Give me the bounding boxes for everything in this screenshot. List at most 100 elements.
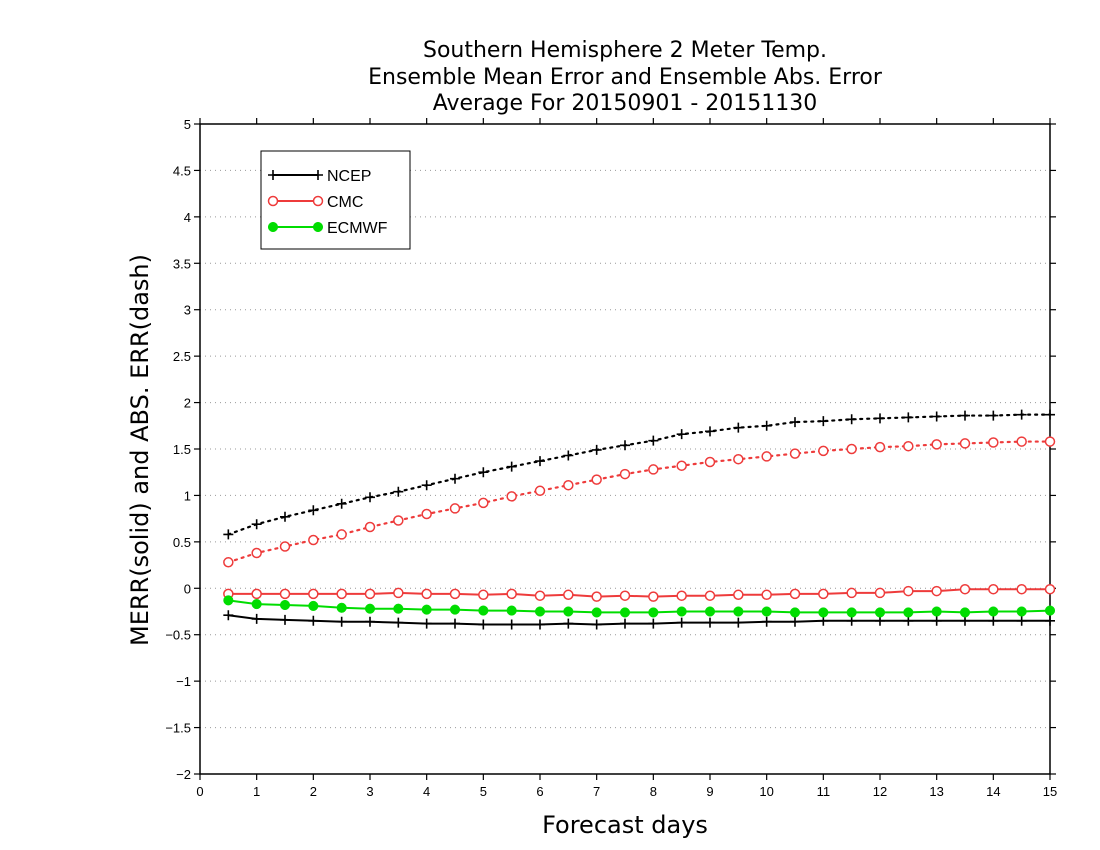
x-tick-label: 0 (196, 784, 203, 799)
cmc-abs-err-point (874, 441, 886, 453)
ecmwf-merr-point (223, 595, 234, 606)
cmc-merr-point (931, 585, 942, 597)
cmc-abs-err-point (449, 503, 461, 514)
y-tick-label: 1.5 (173, 442, 191, 457)
x-axis-label: Forecast days (542, 811, 708, 839)
legend-marker-ncep (313, 170, 323, 180)
ncep-merr-point (251, 613, 262, 624)
y-tick-label: 4 (184, 210, 191, 225)
cmc-abs-err-point (648, 464, 659, 475)
ecmwf-merr-point (506, 605, 517, 616)
cmc-merr-point (733, 589, 744, 601)
cmc-merr-point (563, 589, 574, 601)
ncep-abs-err-point (223, 529, 234, 540)
ncep-merr-point (1045, 615, 1055, 626)
cmc-abs-err-point (506, 491, 517, 502)
ncep-merr-point (931, 615, 942, 626)
cmc-abs-err-point (903, 440, 914, 452)
cmc-merr-point (959, 583, 971, 595)
cmc-abs-err-point (393, 515, 404, 526)
axis-ticks: 54.543.532.521.510.50−0.5−1−1.5−20 1 2 3 4 5 6… (165, 117, 1057, 799)
legend-marker-ncep (268, 170, 278, 180)
ncep-abs-err-point (705, 426, 715, 437)
ecmwf-merr-point (648, 607, 659, 618)
x-tick-label: 15 (1043, 784, 1057, 799)
ncep-merr-point (591, 619, 602, 630)
cmc-merr-point (619, 590, 631, 601)
ecmwf-merr-point (279, 599, 291, 611)
ncep-abs-err-point (620, 440, 630, 451)
ecmwf-merr-point (676, 606, 687, 617)
cmc-merr-point (903, 585, 914, 597)
ncep-merr-point (705, 617, 715, 628)
cmc-abs-err-point (846, 443, 857, 455)
ecmwf-merr-point (789, 607, 801, 618)
cmc-merr-point (279, 588, 291, 600)
ncep-abs-err-point (251, 519, 262, 530)
ncep-merr-point (563, 618, 574, 629)
ncep-abs-err-point (875, 413, 885, 424)
ncep-abs-err-point (988, 410, 999, 421)
cmc-merr-point (506, 588, 517, 600)
ncep-merr-point (223, 610, 234, 621)
ecmwf-merr-point (988, 606, 999, 617)
cmc-merr-point (874, 587, 886, 599)
ncep-abs-err-point (960, 410, 970, 421)
ncep-abs-err-point (931, 411, 942, 422)
cmc-merr-point (648, 591, 659, 602)
ncep-abs-err-point (365, 492, 375, 503)
ncep-merr-line (228, 614, 1050, 626)
y-tick-label: 2.5 (173, 349, 191, 364)
cmc-abs-err-point (591, 474, 602, 485)
ncep-abs-err-point (535, 456, 545, 467)
ncep-merr-point (336, 616, 347, 627)
legend-label-cmc: CMC (327, 194, 363, 211)
cmc-merr-line (228, 588, 1050, 598)
ecmwf-merr-series (223, 595, 1056, 618)
ncep-abs-err-point (563, 450, 574, 461)
cmc-abs-err-point (619, 468, 631, 480)
cmc-merr-point (478, 589, 489, 601)
legend-label-ecmwf: ECMWF (327, 220, 388, 237)
cmc-abs-err-point (308, 534, 319, 546)
y-tick-label: −1.5 (165, 721, 191, 736)
ncep-merr-point (1016, 615, 1027, 626)
ecmwf-merr-point (591, 607, 602, 618)
ecmwf-merr-point (364, 603, 376, 614)
ecmwf-merr-point (393, 603, 404, 614)
ncep-merr-point (733, 617, 744, 628)
ncep-abs-err-point (506, 461, 517, 472)
legend-label-ncep: NCEP (327, 168, 371, 185)
ncep-merr-series (223, 610, 1055, 630)
cmc-merr-point (676, 590, 687, 601)
ncep-abs-err-point (818, 416, 829, 427)
ncep-merr-point (648, 618, 659, 629)
ecmwf-merr-point (619, 607, 631, 618)
ecmwf-merr-point (421, 604, 432, 615)
legend-marker-ecmwf (267, 221, 279, 233)
ecmwf-merr-point (563, 606, 574, 617)
y-tick-label: −2 (176, 767, 191, 782)
ecmwf-merr-point (931, 606, 942, 617)
ncep-abs-err-point (336, 498, 347, 509)
ncep-merr-point (308, 615, 319, 626)
y-tick-label: 1 (184, 488, 191, 503)
ecmwf-merr-point (874, 607, 886, 618)
y-tick-label: 3.5 (173, 256, 191, 271)
ecmwf-merr-point (308, 600, 319, 611)
legend-marker-ecmwf (312, 221, 324, 233)
ncep-abs-err-series (223, 409, 1055, 540)
cmc-merr-point (818, 588, 829, 600)
ncep-abs-err-point (733, 422, 744, 433)
cmc-abs-err-point (818, 445, 829, 457)
cmc-abs-err-point (563, 479, 574, 491)
cmc-merr-point (308, 588, 319, 600)
ncep-abs-err-point (761, 420, 772, 431)
ncep-merr-point (761, 616, 772, 627)
cmc-merr-point (1044, 583, 1056, 595)
y-tick-label: 0 (184, 581, 191, 596)
series-lines (223, 409, 1056, 630)
ncep-abs-err-point (421, 480, 432, 491)
ecmwf-merr-point (846, 607, 857, 618)
